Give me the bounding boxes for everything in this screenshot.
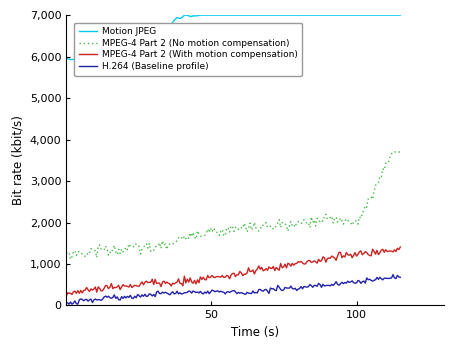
MPEG-4 Part 2 (With motion compensation) — [63, 294, 69, 299]
H.264 (Baseline profile) — [69, 302, 75, 306]
MPEG-4 Part 2 (No motion compensation) — [390, 150, 396, 154]
H.264 (Baseline profile) — [63, 301, 69, 305]
MPEG-4 Part 2 (No motion compensation) — [398, 150, 403, 154]
MPEG-4 Part 2 (No motion compensation) — [126, 242, 131, 246]
H.264 (Baseline profile) — [319, 285, 324, 289]
Line: H.264 (Baseline profile): H.264 (Baseline profile) — [66, 275, 400, 304]
MPEG-4 Part 2 (No motion compensation) — [374, 182, 379, 186]
MPEG-4 Part 2 (With motion compensation) — [177, 281, 183, 285]
Line: MPEG-4 Part 2 (With motion compensation): MPEG-4 Part 2 (With motion compensation) — [66, 247, 400, 296]
Y-axis label: Bit rate (kbit/s): Bit rate (kbit/s) — [11, 116, 24, 205]
MPEG-4 Part 2 (With motion compensation) — [373, 252, 378, 256]
H.264 (Baseline profile) — [398, 275, 403, 279]
Motion JPEG — [179, 16, 184, 20]
H.264 (Baseline profile) — [336, 283, 342, 287]
MPEG-4 Part 2 (No motion compensation) — [319, 218, 324, 222]
MPEG-4 Part 2 (No motion compensation) — [63, 250, 69, 254]
Motion JPEG — [320, 13, 326, 17]
Motion JPEG — [398, 13, 403, 17]
MPEG-4 Part 2 (With motion compensation) — [335, 254, 340, 258]
H.264 (Baseline profile) — [374, 275, 379, 280]
MPEG-4 Part 2 (With motion compensation) — [125, 284, 130, 288]
H.264 (Baseline profile) — [329, 282, 334, 286]
Line: Motion JPEG: Motion JPEG — [66, 15, 400, 60]
H.264 (Baseline profile) — [390, 273, 396, 277]
Motion JPEG — [183, 13, 188, 17]
Motion JPEG — [126, 40, 131, 44]
Motion JPEG — [68, 57, 73, 62]
H.264 (Baseline profile) — [126, 295, 131, 300]
Motion JPEG — [63, 56, 69, 60]
MPEG-4 Part 2 (No motion compensation) — [336, 219, 342, 223]
MPEG-4 Part 2 (No motion compensation) — [179, 235, 184, 239]
Motion JPEG — [338, 13, 343, 17]
MPEG-4 Part 2 (With motion compensation) — [394, 246, 400, 250]
H.264 (Baseline profile) — [179, 292, 184, 296]
MPEG-4 Part 2 (No motion compensation) — [68, 257, 73, 261]
MPEG-4 Part 2 (With motion compensation) — [398, 245, 403, 249]
MPEG-4 Part 2 (No motion compensation) — [329, 214, 334, 218]
MPEG-4 Part 2 (With motion compensation) — [328, 256, 333, 260]
Motion JPEG — [376, 13, 381, 17]
Legend: Motion JPEG, MPEG-4 Part 2 (No motion compensation), MPEG-4 Part 2 (With motion : Motion JPEG, MPEG-4 Part 2 (No motion co… — [75, 22, 302, 76]
X-axis label: Time (s): Time (s) — [231, 326, 279, 339]
Line: MPEG-4 Part 2 (No motion compensation): MPEG-4 Part 2 (No motion compensation) — [66, 152, 400, 259]
Motion JPEG — [330, 13, 336, 17]
